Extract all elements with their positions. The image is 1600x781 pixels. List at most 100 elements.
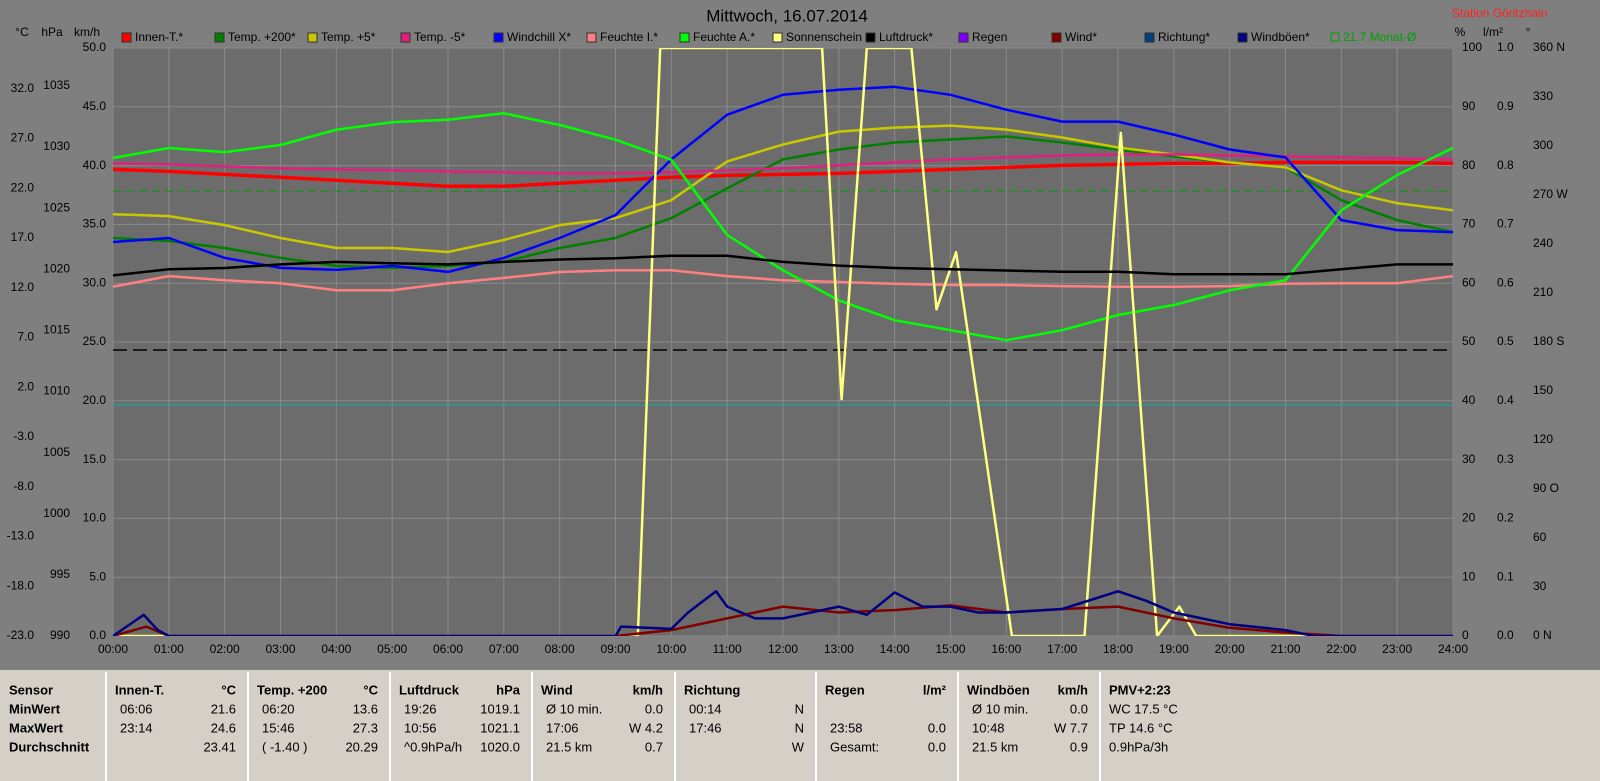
- y-tick-label: 180 S: [1533, 334, 1564, 348]
- row-label: MaxWert: [9, 720, 64, 735]
- y-tick-label: 360 N: [1533, 40, 1565, 54]
- y-tick-label: 35.0: [83, 217, 107, 231]
- y-tick-label: 1025: [43, 200, 70, 214]
- y-tick-label: 27.0: [11, 131, 35, 145]
- column-title: Wind: [541, 682, 573, 697]
- legend-label: Feuchte A.*: [693, 30, 755, 44]
- legend-label: Regen: [972, 30, 1007, 44]
- cell: Ø 10 min.: [972, 701, 1028, 716]
- x-tick-label: 22:00: [1326, 642, 1356, 656]
- y-tick-label: 90: [1462, 99, 1476, 113]
- cell: W 7.7: [1054, 720, 1088, 735]
- y-tick-label: 1020: [43, 261, 70, 275]
- series-line: [113, 254, 1453, 277]
- legend-label: Richtung*: [1158, 30, 1210, 44]
- cell: 15:46: [262, 720, 295, 735]
- y-tick-label: 990: [50, 628, 70, 642]
- y-tick-label: -18.0: [7, 578, 35, 592]
- cell: 27.3: [353, 720, 378, 735]
- y-tick-label: -3.0: [13, 429, 34, 443]
- column-unit: hPa: [496, 682, 521, 697]
- legend-label: Sonnenschein: [786, 30, 862, 44]
- y-tick-label: 1000: [43, 506, 70, 520]
- column-unit: °C: [221, 682, 236, 697]
- x-tick-label: 17:00: [1047, 642, 1077, 656]
- y-tick-label: 0.9: [1497, 99, 1514, 113]
- y-tick-label: 70: [1462, 217, 1476, 231]
- y-tick-label: 2.0: [17, 379, 34, 393]
- cell: 0.0: [928, 720, 946, 735]
- cell: 0.0: [928, 739, 946, 754]
- cell: 23:14: [120, 720, 153, 735]
- legend-swatch: [865, 32, 876, 43]
- cell: 21.5 km: [546, 739, 592, 754]
- legend-swatch: [214, 32, 225, 43]
- cell: N: [795, 701, 804, 716]
- axis-unit: %: [1455, 25, 1466, 39]
- stats-table: Sensor MinWert MaxWert Durchschnitt Innen-T.…: [9, 672, 1178, 781]
- y-tick-label: 0.1: [1497, 569, 1514, 583]
- cell: 23.41: [203, 739, 236, 754]
- cell: 06:06: [120, 701, 153, 716]
- legend-label: Innen-T.*: [135, 30, 183, 44]
- legend-label: Luftdruck*: [879, 30, 933, 44]
- y-tick-label: -13.0: [7, 529, 35, 543]
- chart-title: Mittwoch, 16.07.2014: [706, 6, 868, 25]
- legend-swatch: [772, 32, 783, 43]
- x-tick-label: 04:00: [321, 642, 351, 656]
- y-tick-label: 50.0: [83, 40, 107, 54]
- legend-swatch: [1237, 32, 1248, 43]
- y-tick-label: 0.8: [1497, 158, 1514, 172]
- y-tick-label: 30.0: [83, 275, 107, 289]
- y-tick-label: 7.0: [17, 330, 34, 344]
- y-tick-label: 40: [1462, 393, 1476, 407]
- y-tick-label: 40.0: [83, 158, 107, 172]
- cell: 0.9: [1070, 739, 1088, 754]
- legend-swatch: [1330, 32, 1340, 42]
- cell: TP 14.6 °C: [1109, 720, 1173, 735]
- y-tick-label: 1030: [43, 139, 70, 153]
- column-unit: l/m²: [923, 682, 947, 697]
- y-tick-label: 5.0: [89, 569, 106, 583]
- y-tick-label: 12.0: [11, 280, 35, 294]
- series-line: [113, 85, 1453, 274]
- cell: 13.6: [353, 701, 378, 716]
- y-tick-label: 30: [1533, 579, 1547, 593]
- y-tick-label: 0.2: [1497, 511, 1514, 525]
- x-tick-label: 02:00: [210, 642, 240, 656]
- column-unit: km/h: [633, 682, 663, 697]
- y-tick-label: 100: [1462, 40, 1482, 54]
- legend-label: Temp. +5*: [321, 30, 376, 44]
- column-title: Regen: [825, 682, 865, 697]
- y-tick-label: 60: [1462, 275, 1476, 289]
- cell: Gesamt:: [830, 739, 879, 754]
- x-tick-label: 08:00: [545, 642, 575, 656]
- x-tick-label: 05:00: [377, 642, 407, 656]
- cell: 10:48: [972, 720, 1005, 735]
- column-title: Luftdruck: [399, 682, 460, 697]
- y-tick-label: 0.7: [1497, 217, 1514, 231]
- y-tick-label: 330: [1533, 89, 1553, 103]
- y-tick-label: 90 O: [1533, 481, 1559, 495]
- y-tick-label: 240: [1533, 236, 1553, 250]
- cell: WC 17.5 °C: [1109, 701, 1178, 716]
- x-tick-label: 06:00: [433, 642, 463, 656]
- series-lines: [113, 48, 1453, 636]
- y-tick-label: 0: [1462, 628, 1469, 642]
- y-tick-label: 300: [1533, 138, 1553, 152]
- y-tick-label: 1.0: [1497, 40, 1514, 54]
- cell: 0.9hPa/3h: [1109, 739, 1168, 754]
- legend-swatch: [1051, 32, 1062, 43]
- x-tick-label: 01:00: [154, 642, 184, 656]
- x-tick-label: 12:00: [768, 642, 798, 656]
- x-tick-label: 20:00: [1215, 642, 1245, 656]
- y-tick-label: 10: [1462, 569, 1476, 583]
- y-tick-label: 17.0: [11, 230, 35, 244]
- column-title: Richtung: [684, 682, 740, 697]
- y-tick-label: 1035: [43, 78, 70, 92]
- cell: 1021.1: [480, 720, 520, 735]
- row-label: MinWert: [9, 701, 61, 716]
- cell: 24.6: [211, 720, 236, 735]
- column-unit: km/h: [1058, 682, 1088, 697]
